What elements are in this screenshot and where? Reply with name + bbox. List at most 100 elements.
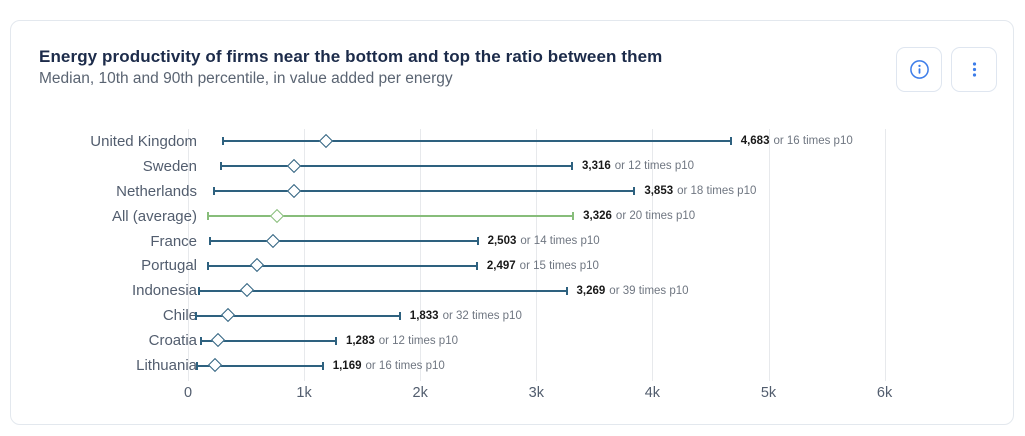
p90-end-cap bbox=[321, 361, 324, 370]
median-diamond-marker bbox=[269, 208, 284, 223]
y-axis-category-label: Chile bbox=[162, 307, 197, 325]
chart-row: France 2,503 or 14 times p10 bbox=[11, 229, 1013, 254]
gridline-0 bbox=[188, 129, 189, 381]
menu-button[interactable] bbox=[951, 47, 997, 92]
y-axis-category-label: Portugal bbox=[141, 257, 197, 275]
y-axis-category-label: Sweden bbox=[142, 157, 197, 175]
p90-end-cap bbox=[570, 162, 573, 171]
p10-end-cap bbox=[197, 286, 200, 295]
p90-value: 2,503 bbox=[487, 235, 517, 248]
p90-value: 3,316 bbox=[581, 160, 611, 173]
p10-p90-range-line bbox=[208, 237, 479, 246]
chart-row: United Kingdom 4,683 or 16 times p10 bbox=[11, 129, 1013, 154]
p10-end-cap bbox=[200, 336, 203, 345]
ratio-to-p10-text: or 16 times p10 bbox=[365, 359, 445, 372]
y-axis-category-label: Indonesia bbox=[131, 282, 197, 300]
info-button[interactable] bbox=[896, 47, 942, 92]
p90-end-cap bbox=[565, 286, 568, 295]
x-axis-tick-label: 0 bbox=[183, 385, 193, 401]
info-icon bbox=[909, 60, 929, 79]
p90-end-cap bbox=[729, 137, 732, 146]
ratio-to-p10-text: or 39 times p10 bbox=[609, 284, 689, 297]
value-label: 3,853 or 18 times p10 bbox=[644, 179, 756, 204]
chart-row: Sweden 3,316 or 12 times p10 bbox=[11, 154, 1013, 179]
x-axis-tick-label: 4k bbox=[644, 385, 661, 401]
p10-end-cap bbox=[220, 162, 223, 171]
chart-row: Chile 1,833 or 32 times p10 bbox=[11, 303, 1013, 328]
value-label: 3,269 or 39 times p10 bbox=[577, 278, 689, 303]
p10-p90-range-line bbox=[197, 286, 568, 295]
x-axis-tick-label: 5k bbox=[760, 385, 777, 401]
median-diamond-marker bbox=[286, 158, 301, 173]
ratio-to-p10-text: or 16 times p10 bbox=[773, 135, 853, 148]
p10-p90-range-line bbox=[212, 187, 636, 196]
chart-card: Energy productivity of firms near the bo… bbox=[10, 20, 1014, 425]
p90-end-cap bbox=[476, 237, 479, 246]
value-label: 1,833 or 32 times p10 bbox=[410, 303, 522, 328]
median-diamond-marker bbox=[249, 258, 264, 273]
y-axis-category-label: Netherlands bbox=[116, 182, 197, 200]
y-axis-category-label: All (average) bbox=[111, 207, 197, 225]
median-diamond-marker bbox=[266, 233, 281, 248]
x-axis-tick-label: 2k bbox=[412, 385, 428, 401]
value-label: 3,316 or 12 times p10 bbox=[582, 154, 694, 179]
chart-header: Energy productivity of firms near the bo… bbox=[39, 47, 985, 88]
p10-p90-range-line bbox=[196, 361, 324, 370]
chart-row: All (average) 3,326 or 20 times p10 bbox=[11, 204, 1013, 229]
p90-value: 1,169 bbox=[332, 359, 362, 372]
gridline-5k bbox=[768, 129, 770, 381]
p10-p90-range-line bbox=[200, 336, 337, 345]
y-axis-category-label: United Kingdom bbox=[90, 132, 197, 150]
p10-p90-range-line bbox=[194, 311, 401, 320]
ratio-to-p10-text: or 12 times p10 bbox=[378, 334, 458, 347]
p10-end-cap bbox=[222, 137, 225, 146]
card-actions bbox=[896, 47, 997, 92]
p10-p90-range-line bbox=[220, 162, 573, 171]
median-diamond-marker bbox=[240, 283, 255, 298]
chart-row: Croatia 1,283 or 12 times p10 bbox=[11, 328, 1013, 353]
p10-p90-range-line bbox=[222, 137, 732, 146]
median-diamond-marker bbox=[286, 183, 301, 198]
median-diamond-marker bbox=[318, 133, 333, 149]
ratio-to-p10-text: or 32 times p10 bbox=[442, 309, 522, 322]
gridline-3k bbox=[536, 129, 538, 381]
ratio-to-p10-text: or 15 times p10 bbox=[519, 259, 599, 272]
y-axis-category-label: Lithuania bbox=[136, 357, 197, 375]
p90-end-cap bbox=[475, 261, 478, 270]
p90-value: 2,497 bbox=[486, 259, 516, 272]
value-label: 1,283 or 12 times p10 bbox=[346, 328, 458, 353]
median-diamond-marker bbox=[220, 308, 235, 323]
chart-row: Lithuania 1,169 or 16 times p10 bbox=[11, 353, 1013, 378]
ratio-to-p10-text: or 12 times p10 bbox=[614, 160, 695, 173]
chart-row: Portugal 2,497 or 15 times p10 bbox=[11, 254, 1013, 279]
x-axis-tick-label: 3k bbox=[528, 385, 544, 401]
p10-end-cap bbox=[212, 187, 215, 196]
median-diamond-marker bbox=[207, 357, 222, 373]
gridline-4k bbox=[652, 129, 654, 381]
chart-title: Energy productivity of firms near the bo… bbox=[39, 47, 663, 66]
p90-value: 4,683 bbox=[740, 135, 770, 148]
p90-value: 3,269 bbox=[576, 284, 606, 297]
p10-p90-range-line bbox=[207, 212, 575, 221]
p90-value: 3,326 bbox=[583, 210, 612, 223]
p90-value: 3,853 bbox=[644, 185, 674, 198]
p10-end-cap bbox=[207, 212, 210, 221]
x-axis-tick-label: 1k bbox=[296, 385, 312, 401]
p10-p90-range-line bbox=[207, 261, 478, 270]
value-label: 4,683 or 16 times p10 bbox=[741, 129, 853, 154]
kebab-icon bbox=[972, 62, 976, 77]
ratio-to-p10-text: or 18 times p10 bbox=[677, 185, 757, 198]
median-diamond-marker bbox=[211, 333, 226, 348]
value-label: 2,497 or 15 times p10 bbox=[487, 254, 599, 279]
ratio-to-p10-text: or 20 times p10 bbox=[615, 210, 696, 223]
ratio-to-p10-text: or 14 times p10 bbox=[520, 235, 600, 248]
gridline-2k bbox=[420, 129, 422, 381]
chart-subtitle: Median, 10th and 90th percentile, in val… bbox=[39, 70, 453, 87]
value-label: 2,503 or 14 times p10 bbox=[488, 229, 600, 254]
p90-end-cap bbox=[572, 212, 575, 221]
p10-end-cap bbox=[196, 361, 199, 370]
y-axis-category-label: France bbox=[150, 232, 197, 250]
value-label: 3,326 or 20 times p10 bbox=[583, 204, 695, 229]
chart-row: Netherlands 3,853 or 18 times p10 bbox=[11, 179, 1013, 204]
y-axis-category-label: Croatia bbox=[148, 332, 197, 350]
